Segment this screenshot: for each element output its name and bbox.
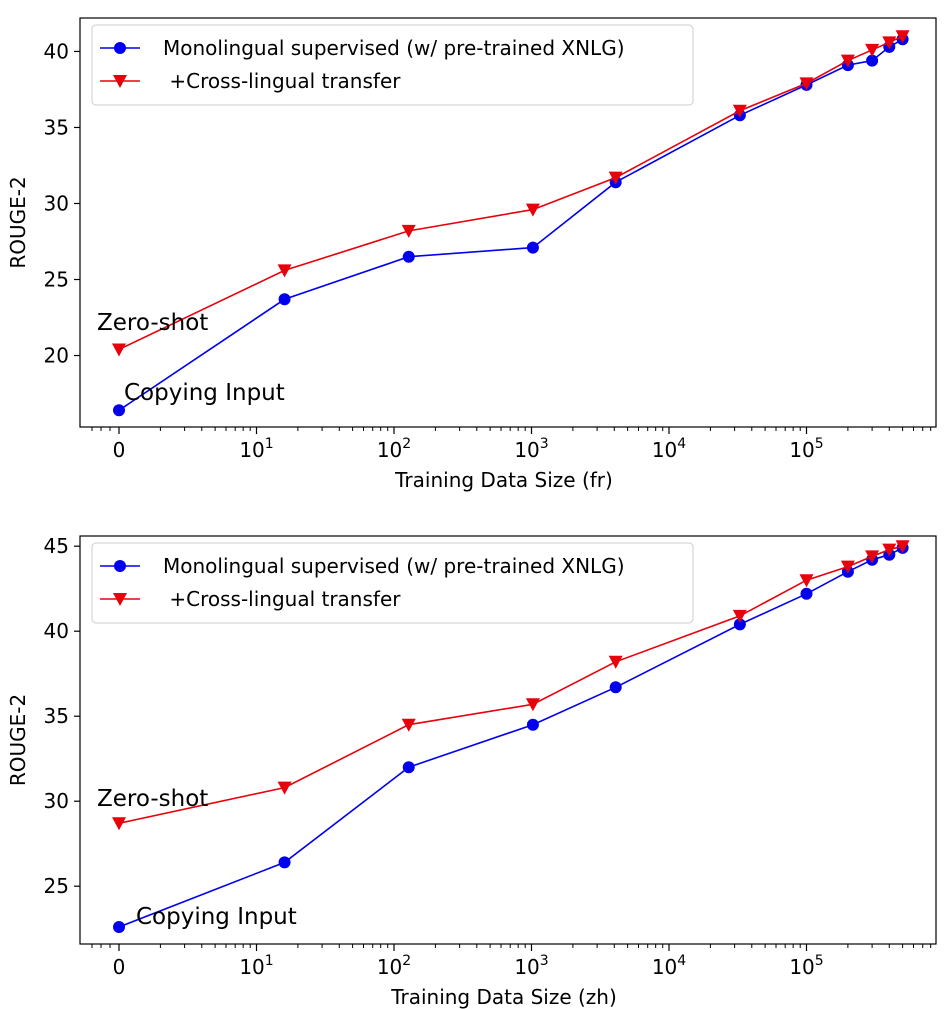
legend-label-1: Monolingual supervised (w/ pre-trained X…	[163, 554, 625, 578]
data-point	[865, 43, 880, 57]
data-point	[525, 203, 540, 217]
data-point	[277, 781, 292, 795]
data-point	[402, 250, 415, 263]
legend-marker	[113, 593, 127, 606]
data-point	[895, 540, 910, 554]
data-point	[865, 550, 880, 564]
y-tick-label: 45	[44, 534, 69, 558]
plot-frame	[79, 535, 937, 945]
data-point	[799, 77, 814, 91]
annotation-copying-input: Copying Input	[124, 380, 285, 406]
legend-marker	[114, 560, 126, 572]
annotation-zero-shot: Zero-shot	[97, 310, 208, 336]
data-point	[113, 921, 125, 933]
x-tick-label: 103	[514, 436, 548, 462]
data-point	[800, 587, 813, 600]
y-tick-label: 40	[44, 619, 69, 643]
chart-panel-2: 25 30 35 40 45 0 101 102 103 104 105 Training Data …	[6, 534, 937, 1009]
data-point	[525, 698, 540, 712]
x-tick-label: 104	[652, 953, 686, 979]
data-point	[278, 293, 291, 306]
x-tick-label: 105	[789, 436, 823, 462]
data-point	[882, 543, 897, 557]
y-tick-label: 40	[44, 39, 69, 63]
y-tick-label: 30	[44, 789, 69, 813]
chart-panel-1: 20 25 30 35 40 0 101 102 103 104 105 Training Data …	[6, 17, 937, 492]
data-point	[732, 104, 747, 118]
annotation-zero-shot: Zero-shot	[97, 786, 208, 812]
y-tick-label: 20	[44, 344, 69, 368]
legend-box	[91, 542, 694, 624]
data-point	[799, 574, 814, 588]
x-tick-label: 0	[113, 438, 126, 462]
x-tick-label: 105	[789, 953, 823, 979]
y-tick-label: 30	[44, 191, 69, 215]
data-point	[895, 30, 910, 44]
x-tick-label: 104	[652, 436, 686, 462]
legend-label-2: +Cross-lingual transfer	[163, 587, 401, 611]
data-point	[732, 609, 747, 623]
data-point	[608, 171, 623, 185]
data-point	[526, 718, 539, 731]
x-axis-label: Training Data Size (zh)	[390, 985, 617, 1009]
legend-marker	[114, 42, 126, 54]
legend-label-2: +Cross-lingual transfer	[163, 69, 401, 93]
legend-box	[91, 24, 694, 106]
y-axis-label: ROUGE-2	[6, 694, 30, 786]
annotation-copying-input: Copying Input	[136, 904, 297, 930]
data-point	[112, 817, 126, 831]
data-point	[113, 404, 125, 417]
y-axis-label: ROUGE-2	[6, 176, 30, 268]
data-point	[608, 655, 623, 669]
data-point	[840, 560, 855, 574]
plot-frame	[79, 17, 937, 428]
x-tick-label: 103	[514, 953, 548, 979]
data-point	[278, 856, 291, 869]
data-point	[866, 54, 879, 67]
x-tick-label: 0	[113, 955, 126, 979]
data-point	[277, 264, 292, 278]
y-tick-label: 35	[44, 704, 69, 728]
data-point	[401, 224, 416, 238]
x-tick-label: 102	[377, 953, 411, 979]
legend-label-1: Monolingual supervised (w/ pre-trained X…	[163, 36, 625, 60]
x-axis-label: Training Data Size (fr)	[394, 468, 613, 492]
data-point	[402, 761, 415, 774]
x-tick-label: 102	[377, 436, 411, 462]
data-point	[112, 343, 126, 357]
y-tick-label: 25	[44, 268, 69, 292]
data-point	[882, 36, 897, 50]
data-point	[840, 54, 855, 68]
y-tick-label: 25	[44, 874, 69, 898]
legend-marker	[113, 75, 127, 88]
y-tick-label: 35	[44, 115, 69, 139]
data-point	[526, 241, 539, 254]
data-point	[609, 681, 622, 694]
data-point	[401, 718, 416, 732]
x-tick-label: 101	[239, 953, 273, 979]
data-point	[733, 618, 746, 631]
x-tick-label: 101	[239, 436, 273, 462]
